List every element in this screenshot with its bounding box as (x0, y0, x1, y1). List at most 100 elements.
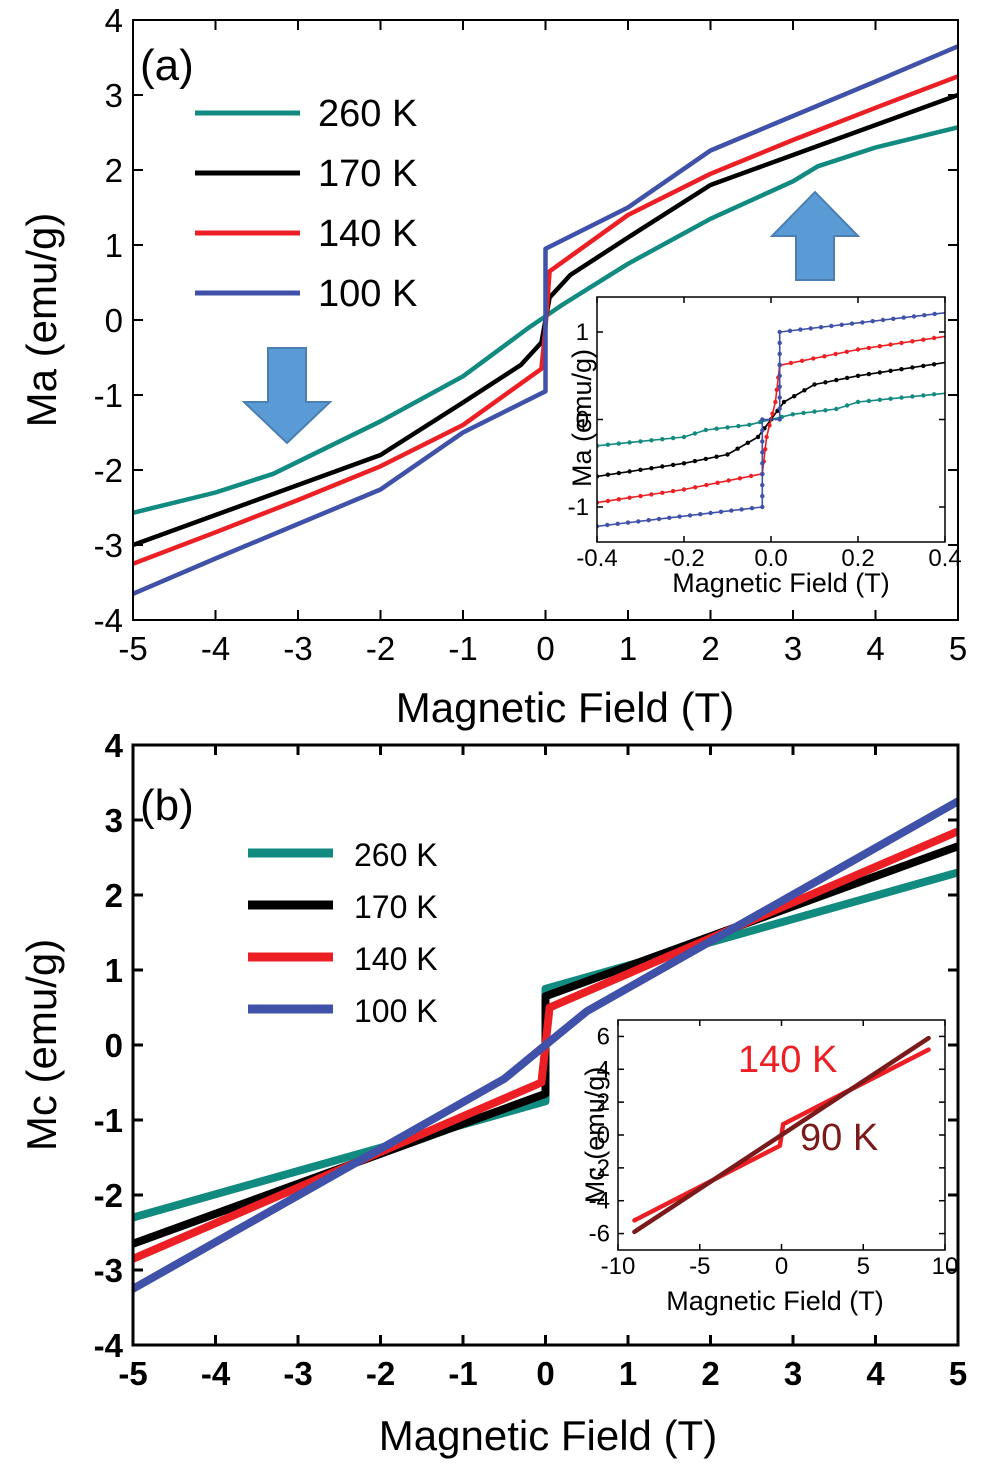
x-tick-label: 2 (701, 630, 719, 667)
series-marker (625, 520, 631, 525)
series-marker (777, 329, 782, 335)
y-tick-label: 4 (597, 1056, 610, 1083)
series-marker (812, 382, 817, 387)
x-tick-label: -2 (366, 1355, 395, 1392)
series-marker (777, 417, 782, 422)
series-marker (660, 490, 665, 495)
series-marker (725, 452, 730, 457)
series-marker (736, 423, 741, 429)
y-tick-label: -1 (568, 494, 589, 521)
y-tick-label: 4 (105, 2, 123, 39)
series-marker (922, 313, 927, 318)
series-marker (729, 508, 734, 513)
series-marker (781, 399, 787, 405)
series-marker (638, 467, 643, 472)
series-marker (777, 351, 782, 357)
y-tick-label: -4 (94, 602, 123, 639)
series-marker (860, 320, 865, 325)
series-marker (844, 375, 850, 381)
series-marker (849, 321, 855, 326)
y-tick-label: -2 (94, 452, 123, 489)
y-axis-title: Ma (emu/g) (567, 349, 597, 487)
series-line-260k (133, 125, 958, 516)
series-marker (616, 441, 621, 446)
series-marker (829, 323, 834, 329)
series-marker (866, 398, 872, 404)
series-marker (681, 487, 687, 492)
x-axis-title: Magnetic Field (T) (666, 1286, 884, 1316)
series-marker (627, 495, 632, 500)
series-marker (788, 360, 794, 366)
x-axis-title: Magnetic Field (T) (379, 1412, 717, 1459)
x-tick-label: 1 (619, 630, 637, 667)
series-marker (798, 327, 803, 332)
x-tick-label: -2 (366, 630, 395, 667)
series-marker (855, 399, 861, 405)
series-marker (774, 387, 779, 392)
y-tick-label: 0 (597, 1122, 610, 1149)
series-marker (823, 408, 828, 413)
x-axis-title: Magnetic Field (T) (396, 684, 734, 731)
series-marker (616, 470, 621, 476)
legend-label: 100 K (354, 993, 438, 1029)
y-tick-label: -3 (94, 527, 123, 564)
y-tick-label: 4 (105, 727, 124, 764)
series-marker (763, 447, 768, 452)
series-marker (748, 473, 754, 479)
series-marker (760, 482, 765, 488)
temperature-label: 90 K (800, 1117, 878, 1159)
x-tick-label: -4 (201, 1355, 231, 1392)
series-marker (616, 497, 621, 502)
y-tick-label: 3 (105, 802, 123, 839)
legend-label: 260 K (318, 93, 417, 135)
y-tick-label: 3 (105, 77, 123, 114)
x-tick-label: 0.0 (754, 545, 787, 572)
series-marker (891, 316, 896, 321)
series-marker (802, 388, 807, 393)
series-marker (677, 514, 682, 519)
x-tick-label: -3 (283, 630, 312, 667)
series-marker (899, 367, 904, 372)
y-tick-label: 1 (576, 319, 589, 346)
series-marker (777, 395, 782, 400)
series-marker (808, 326, 813, 331)
series-marker (667, 515, 672, 520)
x-tick-label: -3 (283, 1355, 312, 1392)
series-marker (739, 507, 744, 512)
series-marker (790, 412, 795, 417)
series-marker (811, 356, 816, 361)
series-marker (760, 493, 765, 499)
series-marker (692, 431, 698, 436)
series-marker (745, 440, 750, 445)
y-tick-label: 2 (105, 877, 123, 914)
series-marker (703, 427, 708, 433)
series-marker (735, 446, 740, 451)
series-marker (880, 317, 886, 323)
y-tick-label: -4 (94, 1327, 124, 1364)
series-marker (708, 510, 713, 516)
series-marker (866, 345, 872, 351)
y-tick-label: -3 (94, 1252, 123, 1289)
x-tick-label: 4 (866, 1355, 885, 1392)
series-marker (844, 349, 849, 354)
x-tick-label: -1 (448, 1355, 477, 1392)
x-tick-label: -0.4 (576, 545, 617, 572)
x-tick-label: 0.2 (841, 545, 874, 572)
series-marker (687, 513, 693, 518)
series-marker (767, 423, 772, 428)
series-marker (799, 358, 805, 363)
series-marker (910, 339, 915, 344)
legend-label: 260 K (354, 837, 438, 873)
x-tick-label: -4 (201, 630, 230, 667)
series-marker (801, 410, 806, 416)
series-marker (760, 504, 765, 510)
series-marker (605, 522, 610, 528)
series-marker (605, 498, 611, 504)
series-marker (823, 380, 828, 385)
legend-label: 170 K (354, 889, 438, 925)
series-marker (649, 466, 654, 471)
x-tick-label: 5 (857, 1253, 870, 1280)
series-marker (787, 328, 793, 333)
series-marker (888, 368, 893, 373)
